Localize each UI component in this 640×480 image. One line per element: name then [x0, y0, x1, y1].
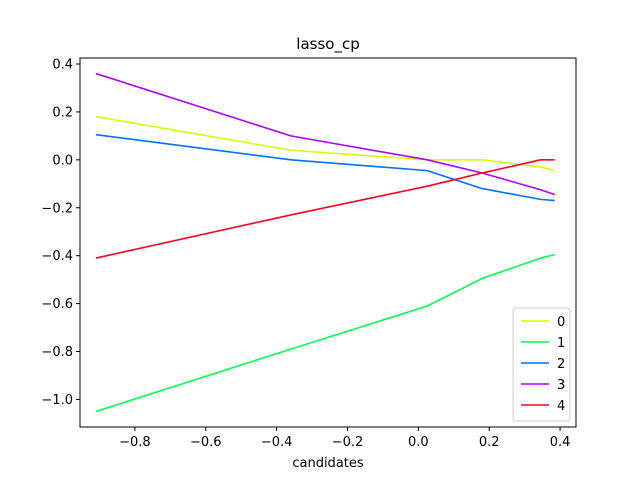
series-line-3: [95, 72, 555, 196]
x-axis-ticks: −0.8 −0.6 −0.4 −0.2 0.0 0.2 0.4: [119, 427, 570, 450]
legend: 0 1 2 3 4: [512, 307, 571, 422]
plot-area-frame: [79, 57, 577, 428]
y-tick-label: −0.4: [41, 249, 73, 264]
x-tick-label: 0.2: [479, 435, 500, 450]
y-tick-label: −1.0: [41, 393, 73, 408]
y-tick-label: 0.2: [52, 105, 73, 120]
y-tick-label: −0.6: [41, 297, 73, 312]
legend-label: 0: [557, 315, 565, 330]
series-line-1: [95, 253, 555, 413]
series-line-0: [95, 115, 555, 172]
series-line-2: [95, 133, 555, 202]
x-tick-label: −0.2: [332, 435, 364, 450]
chart-title: lasso_cp: [296, 35, 359, 54]
y-tick-label: 0.0: [52, 153, 73, 168]
series-lines: [95, 72, 555, 413]
y-axis-ticks: 0.4 0.2 0.0 −0.2 −0.4 −0.6 −0.8 −1.0: [41, 57, 80, 408]
legend-label: 3: [557, 378, 565, 393]
x-tick-label: 0.0: [408, 435, 429, 450]
series-line-4: [95, 159, 555, 259]
y-tick-label: −0.2: [41, 201, 73, 216]
x-tick-label: −0.6: [190, 435, 222, 450]
legend-label: 1: [557, 336, 565, 351]
y-tick-label: 0.4: [52, 57, 73, 72]
x-axis-label: candidates: [292, 456, 364, 471]
x-tick-label: −0.4: [261, 435, 293, 450]
legend-label: 4: [557, 399, 565, 414]
x-tick-label: 0.4: [550, 435, 571, 450]
y-tick-label: −0.8: [41, 345, 73, 360]
x-tick-label: −0.8: [119, 435, 151, 450]
legend-box: [512, 307, 571, 422]
legend-label: 2: [557, 357, 565, 372]
